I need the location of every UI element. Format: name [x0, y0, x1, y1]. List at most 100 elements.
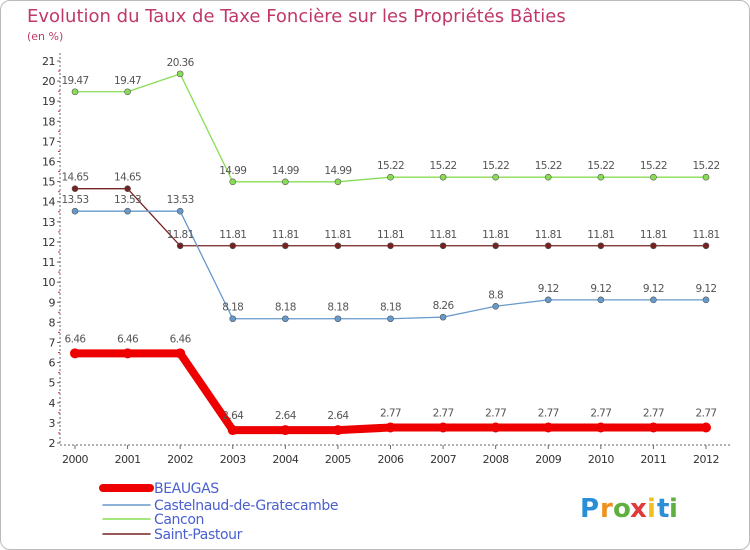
data-point — [282, 178, 289, 186]
data-point — [385, 422, 396, 433]
data-label: 9.12 — [590, 283, 611, 295]
data-point — [438, 422, 449, 433]
y-tick-label: 13 — [42, 216, 55, 229]
data-label: 14.99 — [272, 165, 299, 177]
data-point — [229, 315, 237, 323]
data-point — [387, 315, 394, 323]
data-point — [176, 70, 184, 78]
data-label: 14.65 — [61, 172, 88, 184]
y-tick-label: 15 — [42, 176, 55, 189]
data-label: 2.77 — [538, 408, 559, 420]
data-point — [229, 178, 237, 186]
data-point — [124, 185, 131, 192]
y-tick-label: 2 — [49, 437, 56, 450]
data-label: 8.18 — [275, 302, 296, 314]
data-label: 11.81 — [167, 229, 194, 241]
chart-subtitle: (en %) — [27, 30, 63, 43]
x-tick-label: 2006 — [378, 453, 404, 466]
chart-title: Evolution du Taux de Taxe Foncière sur l… — [27, 6, 566, 27]
data-label: 19.47 — [114, 75, 141, 87]
data-point — [597, 242, 605, 250]
brand-letter: i — [647, 494, 656, 524]
y-tick-label: 10 — [42, 276, 55, 289]
axes: 2 3 4 5 6 7 8 9 10 11 12 13 14 15 16 17 18 19 20 21 2000 2001… — [42, 53, 730, 466]
data-label: 8.18 — [327, 302, 348, 314]
data-label: 11.81 — [535, 229, 562, 241]
data-label: 14.99 — [219, 165, 246, 177]
data-label: 8.8 — [488, 289, 503, 301]
data-label: 11.81 — [324, 229, 351, 241]
x-tick-label: 2009 — [535, 453, 561, 466]
data-label: 8.26 — [433, 300, 455, 312]
data-point — [544, 296, 552, 304]
x-tick-label: 2005 — [325, 453, 351, 466]
data-label: 20.36 — [167, 57, 195, 69]
data-point — [176, 242, 184, 250]
data-point — [280, 425, 291, 436]
x-tick-label: 2000 — [62, 453, 88, 466]
y-tick-label: 20 — [42, 75, 55, 88]
x-tick-label: 2003 — [220, 453, 246, 466]
data-label: 15.22 — [377, 160, 404, 172]
legend-label: Cancon — [154, 512, 204, 528]
y-tick-label: 21 — [42, 55, 55, 68]
data-point — [439, 313, 447, 321]
data-label: 11.81 — [430, 229, 457, 241]
data-point — [544, 173, 552, 181]
x-tick-label: 2012 — [693, 453, 719, 466]
y-tick-label: 18 — [42, 115, 55, 128]
data-label: 13.53 — [114, 194, 141, 206]
y-tick-label: 6 — [49, 357, 56, 370]
data-label: 2.77 — [590, 408, 611, 420]
data-point — [334, 315, 342, 323]
data-label: 19.47 — [61, 75, 88, 87]
data-point — [229, 242, 237, 250]
data-point — [387, 242, 394, 250]
data-point — [492, 173, 499, 181]
data-label: 15.22 — [640, 160, 667, 172]
data-labels-layer: 19.47 19.47 20.36 14.99 14.99 14.99 15.22 15.22… — [61, 57, 720, 422]
data-label: 9.12 — [643, 283, 664, 295]
data-point — [492, 302, 499, 310]
data-point — [595, 422, 606, 433]
data-point — [282, 242, 289, 250]
x-tick-label: 2004 — [272, 453, 298, 466]
y-tick-label: 17 — [42, 135, 55, 148]
data-point — [597, 173, 605, 181]
data-point — [124, 207, 131, 215]
data-label: 14.65 — [114, 172, 141, 184]
data-label: 8.18 — [380, 302, 401, 314]
brand-letter: i — [669, 494, 678, 524]
x-tick-label: 2010 — [588, 453, 614, 466]
brand-letter: r — [600, 494, 613, 524]
data-point — [70, 348, 80, 359]
data-point — [439, 242, 447, 250]
data-label: 15.22 — [535, 160, 562, 172]
data-point — [650, 242, 657, 250]
data-point — [387, 173, 394, 181]
x-tick-label: 2002 — [167, 453, 193, 466]
data-label: 2.77 — [485, 408, 506, 420]
data-label: 2.77 — [696, 408, 717, 420]
data-label: 15.22 — [692, 160, 719, 172]
data-label: 15.22 — [587, 160, 614, 172]
y-tick-label: 3 — [49, 417, 56, 430]
data-point — [227, 425, 238, 436]
data-point — [176, 207, 184, 215]
data-label: 2.77 — [433, 408, 454, 420]
data-label: 15.22 — [430, 160, 457, 172]
data-point — [334, 242, 342, 250]
x-tick-label: 2001 — [115, 453, 141, 466]
data-label: 9.12 — [696, 283, 717, 295]
series-layer — [70, 70, 711, 436]
legend-label: Castelnaud-de-Gratecambe — [154, 498, 338, 514]
y-tick-label: 12 — [42, 236, 55, 249]
data-label: 2.64 — [327, 410, 349, 422]
x-tick-label: 2008 — [483, 453, 509, 466]
data-label: 11.81 — [587, 229, 614, 241]
data-label: 11.81 — [219, 229, 246, 241]
y-tick-label: 11 — [42, 256, 55, 269]
data-point — [650, 296, 657, 304]
y-tick-label: 16 — [42, 156, 55, 169]
